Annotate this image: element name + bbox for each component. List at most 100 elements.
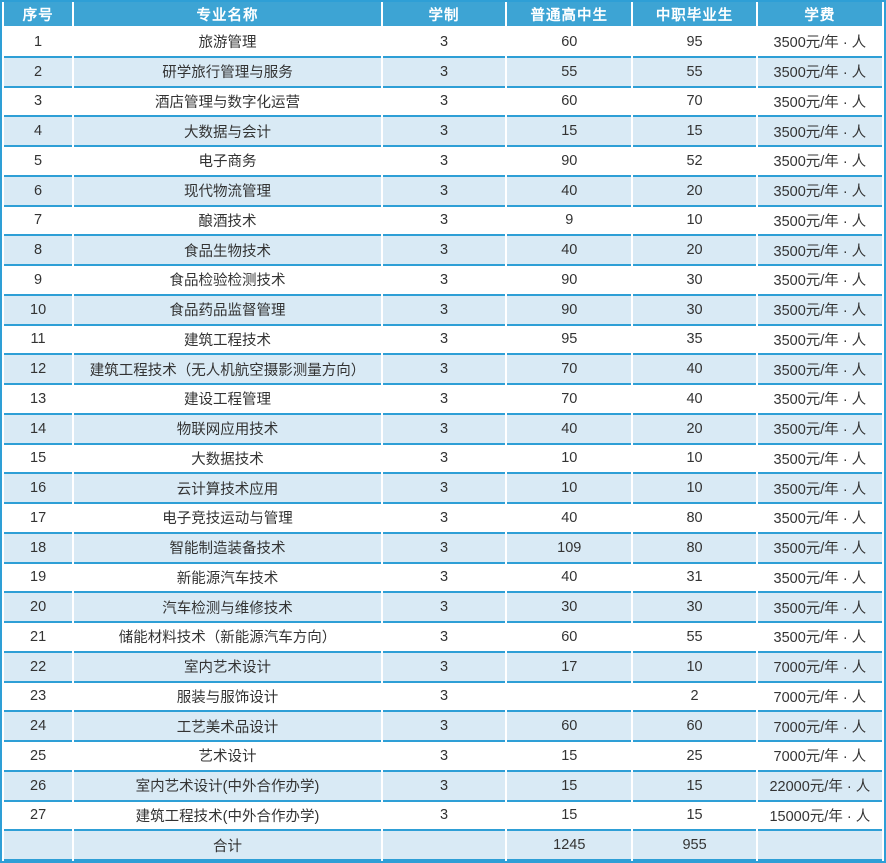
- cell-vocational: 70: [633, 87, 756, 118]
- cell-years: 3: [382, 325, 506, 356]
- cell-tuition: 3500元/年 · 人: [757, 563, 882, 594]
- col-header-regular: 普通高中生: [507, 2, 632, 28]
- col-header-years: 学制: [382, 2, 506, 28]
- cell-tuition: 3500元/年 · 人: [757, 28, 882, 58]
- cell-vocational: 955: [633, 831, 756, 861]
- table-row: 11 建筑工程技术 3 95 35 3500元/年 · 人: [4, 325, 882, 356]
- cell-years: 3: [382, 176, 506, 207]
- cell-years: 3: [382, 533, 506, 564]
- cell-vocational: 95: [633, 28, 756, 58]
- cell-tuition: [757, 831, 882, 861]
- cell-years: 3: [382, 57, 506, 88]
- cell-tuition: 3500元/年 · 人: [757, 533, 882, 564]
- cell-index: 16: [4, 474, 73, 504]
- cell-regular: 55: [507, 57, 632, 88]
- cell-vocational: 55: [633, 623, 756, 653]
- cell-regular: 40: [507, 563, 632, 594]
- cell-major: 云计算技术应用: [74, 474, 381, 504]
- cell-regular: 70: [507, 355, 632, 385]
- cell-tuition: 3500元/年 · 人: [757, 206, 882, 237]
- cell-index: 4: [4, 117, 73, 147]
- table-row: 2 研学旅行管理与服务 3 55 55 3500元/年 · 人: [4, 57, 882, 88]
- cell-index: 10: [4, 295, 73, 326]
- cell-tuition: 3500元/年 · 人: [757, 474, 882, 504]
- cell-years: 3: [382, 593, 506, 623]
- cell-index: 2: [4, 57, 73, 88]
- cell-years: 3: [382, 652, 506, 683]
- cell-tuition: 3500元/年 · 人: [757, 444, 882, 475]
- cell-years: 3: [382, 87, 506, 118]
- cell-major: 智能制造装备技术: [74, 533, 381, 564]
- cell-vocational: 2: [633, 682, 756, 713]
- cell-years: 3: [382, 355, 506, 385]
- cell-major: 建设工程管理: [74, 385, 381, 415]
- cell-index: 13: [4, 385, 73, 415]
- cell-major: 食品药品监督管理: [74, 295, 381, 326]
- cell-years: 3: [382, 712, 506, 742]
- cell-vocational: 20: [633, 176, 756, 207]
- cell-index: 14: [4, 414, 73, 445]
- table-row: 27 建筑工程技术(中外合作办学) 3 15 15 15000元/年 · 人: [4, 801, 882, 832]
- cell-tuition: 3500元/年 · 人: [757, 593, 882, 623]
- cell-major: 汽车检测与维修技术: [74, 593, 381, 623]
- cell-tuition: 3500元/年 · 人: [757, 176, 882, 207]
- cell-years: 3: [382, 771, 506, 802]
- cell-regular: 90: [507, 147, 632, 177]
- cell-tuition: 7000元/年 · 人: [757, 742, 882, 772]
- col-header-index: 序号: [4, 2, 73, 28]
- cell-index: 20: [4, 593, 73, 623]
- cell-vocational: 60: [633, 712, 756, 742]
- cell-major: 储能材料技术（新能源汽车方向）: [74, 623, 381, 653]
- cell-major: 建筑工程技术（无人机航空摄影测量方向）: [74, 355, 381, 385]
- table-row: 17 电子竞技运动与管理 3 40 80 3500元/年 · 人: [4, 504, 882, 534]
- cell-regular: 17: [507, 652, 632, 683]
- cell-major: 工艺美术品设计: [74, 712, 381, 742]
- table-row: 7 酿酒技术 3 9 10 3500元/年 · 人: [4, 206, 882, 237]
- cell-years: 3: [382, 385, 506, 415]
- col-header-vocational: 中职毕业生: [633, 2, 756, 28]
- cell-years: 3: [382, 444, 506, 475]
- cell-index: 22: [4, 652, 73, 683]
- cell-regular: 40: [507, 176, 632, 207]
- cell-years: 3: [382, 504, 506, 534]
- cell-index: 25: [4, 742, 73, 772]
- cell-years: 3: [382, 266, 506, 296]
- cell-regular: 40: [507, 504, 632, 534]
- cell-major: 旅游管理: [74, 28, 381, 58]
- cell-regular: 90: [507, 295, 632, 326]
- table-row: 18 智能制造装备技术 3 109 80 3500元/年 · 人: [4, 533, 882, 564]
- table-row: 3 酒店管理与数字化运营 3 60 70 3500元/年 · 人: [4, 87, 882, 118]
- cell-major: 大数据与会计: [74, 117, 381, 147]
- table-row: 9 食品检验检测技术 3 90 30 3500元/年 · 人: [4, 266, 882, 296]
- cell-years: 3: [382, 801, 506, 832]
- cell-major: 合计: [74, 831, 381, 861]
- cell-tuition: 3500元/年 · 人: [757, 414, 882, 445]
- cell-vocational: 40: [633, 355, 756, 385]
- cell-index: 1: [4, 28, 73, 58]
- cell-index: 18: [4, 533, 73, 564]
- cell-major: 现代物流管理: [74, 176, 381, 207]
- cell-tuition: 3500元/年 · 人: [757, 325, 882, 356]
- cell-regular: 15: [507, 801, 632, 832]
- cell-vocational: 30: [633, 593, 756, 623]
- cell-major: 电子竞技运动与管理: [74, 504, 381, 534]
- cell-vocational: 20: [633, 414, 756, 445]
- cell-years: 3: [382, 147, 506, 177]
- cell-tuition: 3500元/年 · 人: [757, 236, 882, 266]
- cell-major: 室内艺术设计(中外合作办学): [74, 771, 381, 802]
- table-row: 8 食品生物技术 3 40 20 3500元/年 · 人: [4, 236, 882, 266]
- cell-index: 21: [4, 623, 73, 653]
- cell-index: 19: [4, 563, 73, 594]
- cell-vocational: 10: [633, 474, 756, 504]
- table-row: 19 新能源汽车技术 3 40 31 3500元/年 · 人: [4, 563, 882, 594]
- table-row: 24 工艺美术品设计 3 60 60 7000元/年 · 人: [4, 712, 882, 742]
- table-row: 12 建筑工程技术（无人机航空摄影测量方向） 3 70 40 3500元/年 · 人: [4, 355, 882, 385]
- cell-vocational: 15: [633, 117, 756, 147]
- header-row: 序号 专业名称 学制 普通高中生 中职毕业生 学费: [4, 2, 882, 28]
- cell-index: 24: [4, 712, 73, 742]
- cell-tuition: 3500元/年 · 人: [757, 87, 882, 118]
- cell-major: 建筑工程技术: [74, 325, 381, 356]
- cell-vocational: 31: [633, 563, 756, 594]
- cell-regular: 40: [507, 414, 632, 445]
